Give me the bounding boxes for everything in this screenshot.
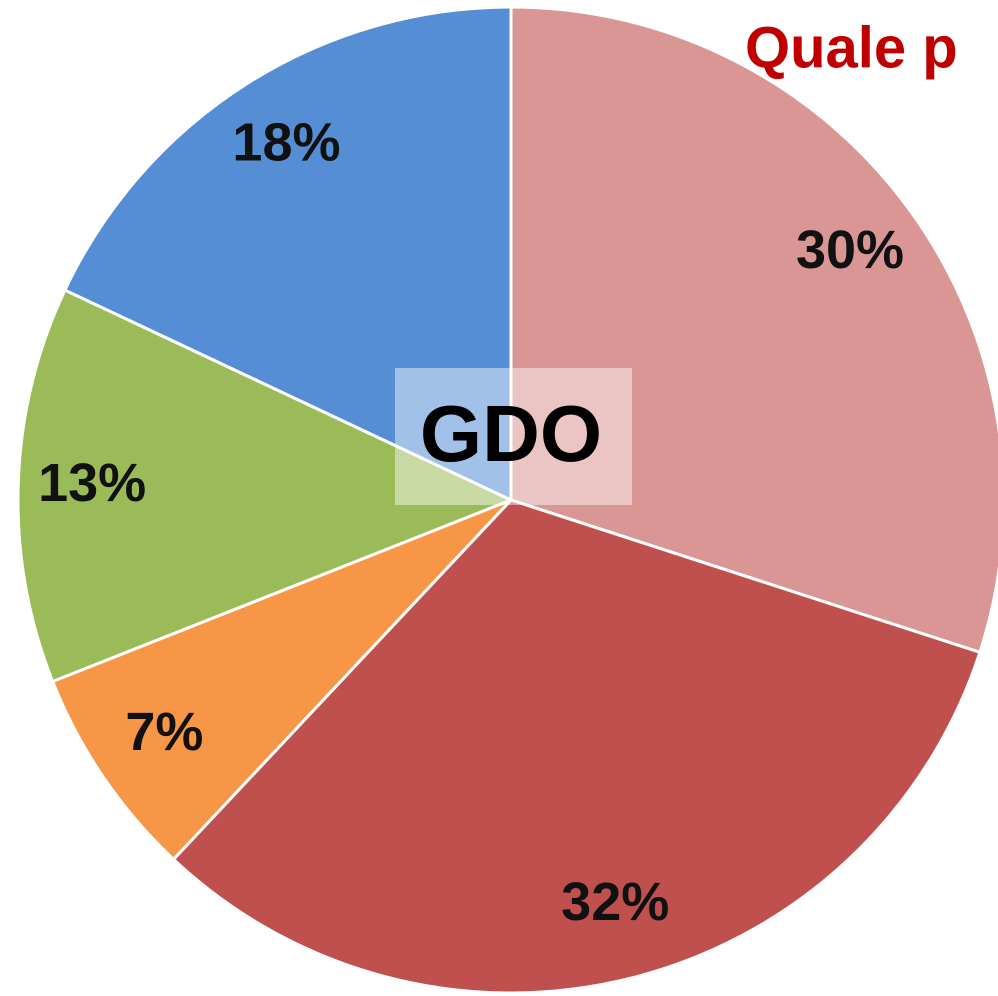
- pie-slice: [50, 498, 513, 862]
- pie-slice: [171, 498, 982, 995]
- center-label-box: [395, 368, 632, 505]
- chart-title: Quale p: [745, 15, 958, 80]
- slice-label: 13%: [38, 453, 146, 513]
- pie-slice: [62, 5, 513, 503]
- slice-label: 30%: [796, 220, 904, 280]
- center-label: GDO: [420, 389, 602, 478]
- pie-slice: [509, 5, 998, 655]
- slice-label: 7%: [125, 702, 203, 762]
- slice-label: 32%: [561, 872, 669, 932]
- pie: [16, 5, 998, 995]
- slice-label: 18%: [232, 112, 340, 172]
- pie-slice: [16, 288, 515, 684]
